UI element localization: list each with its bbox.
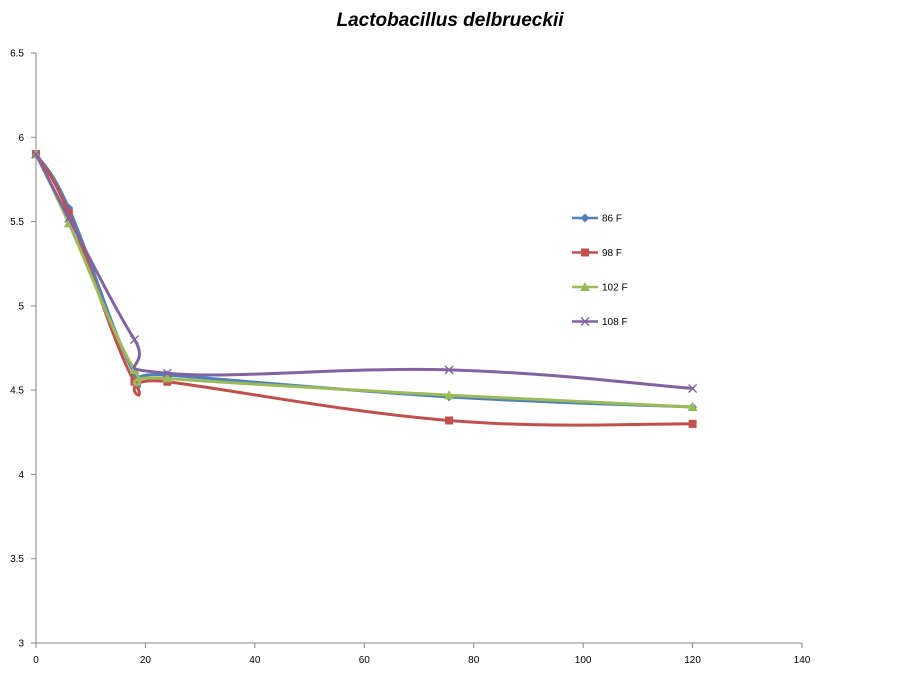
series-line-108-f xyxy=(34,152,695,390)
y-tick-label: 6.5 xyxy=(10,49,24,60)
y-tick-label: 4 xyxy=(18,470,24,481)
y-tick-label: 5 xyxy=(18,301,24,312)
y-tick-label: 3 xyxy=(18,639,24,650)
legend-marker-108-f xyxy=(580,317,590,326)
x-tick-label: 100 xyxy=(575,655,592,666)
data-point-108-f xyxy=(64,213,74,223)
legend-marker-98-f xyxy=(581,248,589,257)
data-point-102-f xyxy=(444,390,455,400)
legend-label-102-f: 102 F xyxy=(602,283,628,294)
legend-label-108-f: 108 F xyxy=(602,317,628,328)
chart-title: Lactobacillus delbrueckii xyxy=(336,10,564,31)
x-tick-label: 80 xyxy=(468,655,480,666)
legend-marker-86-f xyxy=(580,213,590,223)
legend-label-98-f: 98 F xyxy=(602,248,622,259)
data-point-108-f xyxy=(688,383,698,393)
x-tick-label: 0 xyxy=(33,655,39,666)
series-line-102-f xyxy=(34,152,695,409)
y-tick-label: 3.5 xyxy=(10,554,24,565)
data-point-108-f xyxy=(444,365,454,375)
data-point-102-f xyxy=(687,402,698,411)
data-point-108-f xyxy=(31,149,41,159)
data-point-98-f xyxy=(445,416,454,425)
y-tick-label: 4.5 xyxy=(10,386,24,397)
y-tick-label: 5.5 xyxy=(10,217,24,228)
x-tick-label: 40 xyxy=(249,655,261,666)
series-line-86-f xyxy=(34,152,695,409)
x-tick-label: 120 xyxy=(684,655,701,666)
y-tick-label: 6 xyxy=(18,133,24,144)
data-point-98-f xyxy=(64,209,73,218)
data-point-108-f xyxy=(129,335,139,345)
legend-label-86-f: 86 F xyxy=(602,214,622,225)
data-point-102-f xyxy=(162,373,173,383)
legend-marker-102-f xyxy=(580,282,590,291)
data-point-108-f xyxy=(162,368,172,378)
data-point-98-f xyxy=(688,419,697,428)
x-tick-label: 20 xyxy=(140,655,152,666)
x-tick-label: 60 xyxy=(359,655,371,666)
x-tick-label: 140 xyxy=(794,655,811,666)
